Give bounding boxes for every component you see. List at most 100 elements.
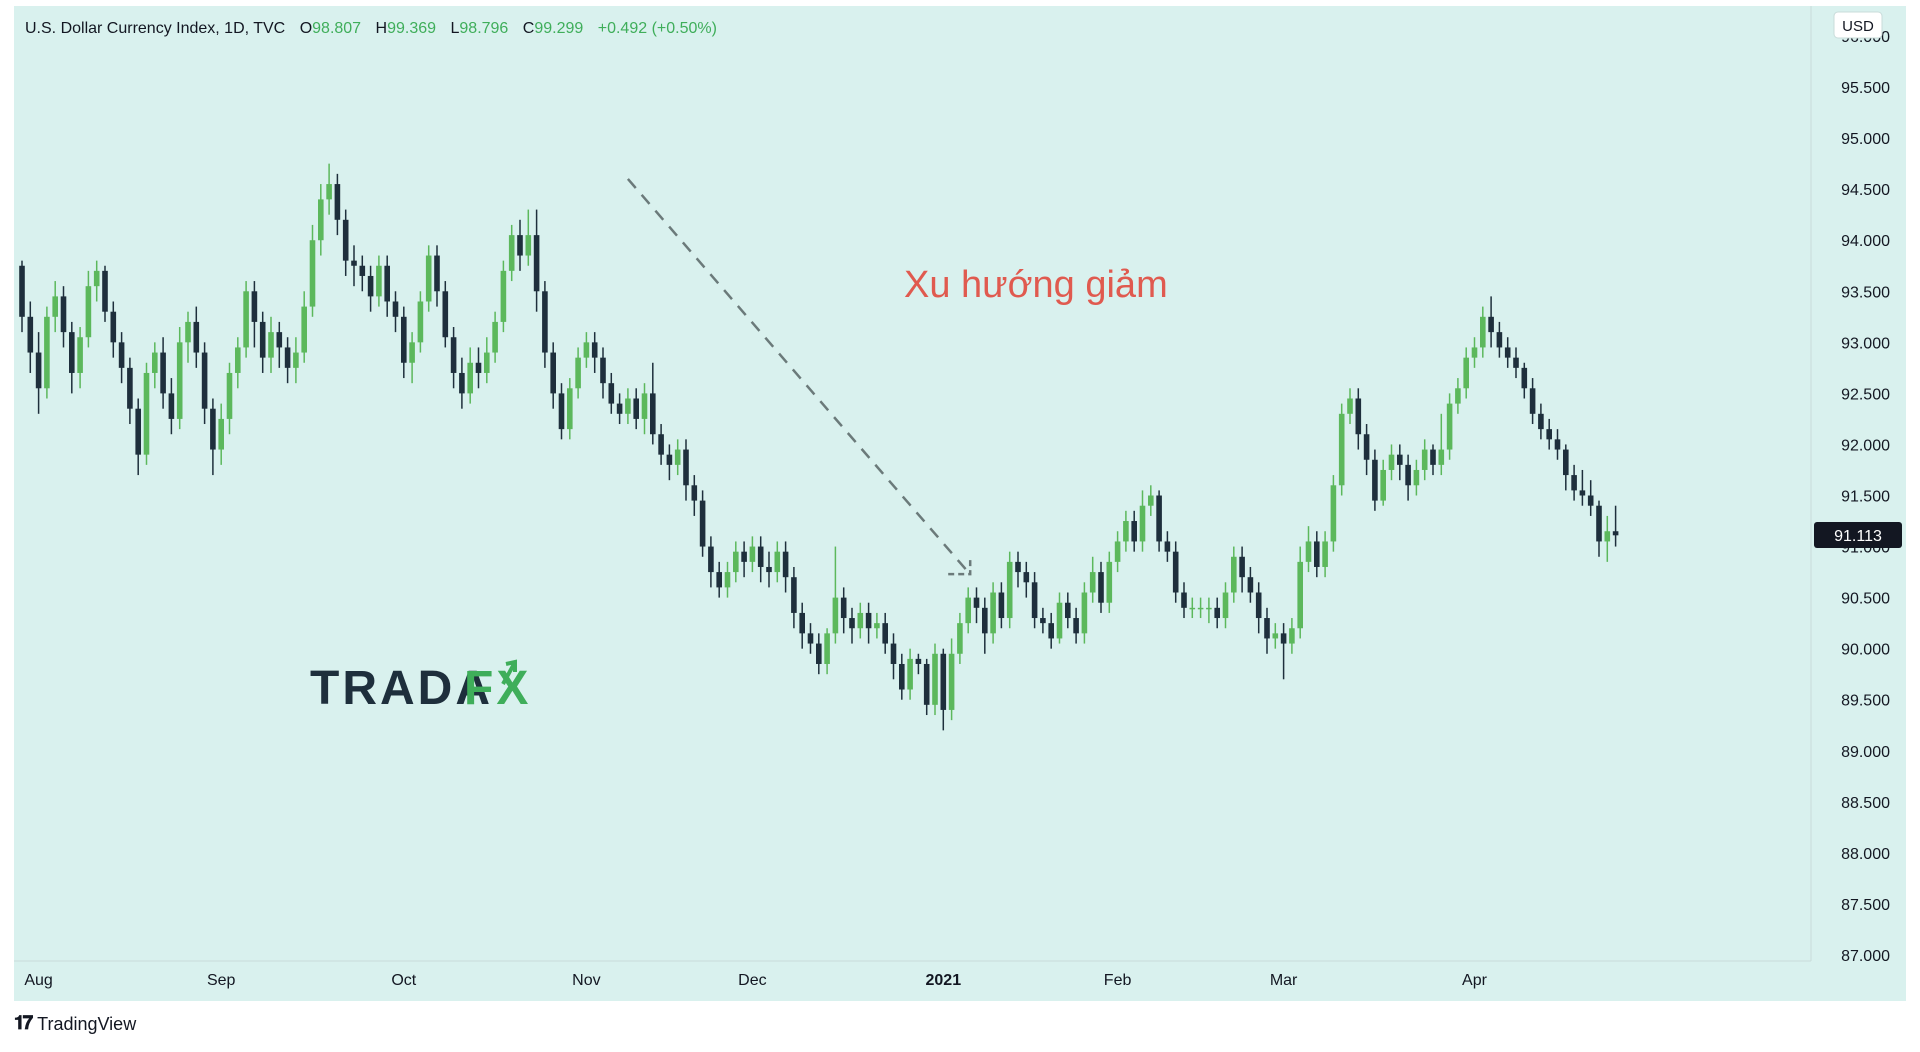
- candle: [840, 587, 847, 634]
- candle-body: [1338, 413, 1345, 486]
- currency-label: USD: [1842, 18, 1874, 35]
- candle-body: [1164, 541, 1171, 552]
- candle: [1347, 388, 1353, 425]
- candle: [118, 332, 125, 384]
- y-tick-label: 94.500: [1841, 182, 1890, 199]
- candle: [1164, 531, 1171, 562]
- candle-body: [733, 551, 739, 573]
- candle: [533, 209, 540, 312]
- y-tick-label: 88.000: [1841, 846, 1890, 863]
- candle-body: [401, 316, 407, 363]
- candle: [616, 393, 623, 425]
- candle: [1338, 403, 1345, 496]
- candle-body: [259, 321, 266, 358]
- candle: [210, 398, 216, 476]
- candle-body: [409, 342, 415, 363]
- candle-body: [608, 383, 615, 404]
- candle-body: [1048, 623, 1054, 639]
- candle: [1413, 459, 1420, 496]
- candle-body: [210, 408, 216, 450]
- y-tick-label: 89.000: [1841, 744, 1890, 761]
- candle: [832, 546, 839, 644]
- x-tick-label: Oct: [391, 972, 416, 989]
- candle: [1521, 362, 1528, 399]
- tradingview-footer[interactable]: 𝟏𝟕 TradingView: [14, 1013, 136, 1035]
- candle: [484, 337, 490, 384]
- candle: [143, 362, 150, 465]
- candle-body: [766, 566, 772, 573]
- candle: [392, 291, 399, 333]
- x-tick-label: Dec: [738, 972, 766, 989]
- candle-body: [1513, 357, 1519, 368]
- candle: [849, 607, 855, 644]
- candle: [201, 342, 208, 425]
- candle-body: [309, 240, 316, 307]
- candle-body: [467, 362, 473, 394]
- candle-body: [293, 352, 299, 368]
- candle-body: [865, 612, 872, 629]
- candle: [1172, 541, 1179, 603]
- candle-body: [276, 332, 283, 348]
- candle: [1131, 510, 1137, 552]
- candle: [1065, 592, 1071, 629]
- candle-body: [923, 663, 930, 705]
- candle: [1231, 546, 1237, 603]
- candle: [1148, 485, 1154, 516]
- candle-body: [940, 653, 947, 710]
- candle-body: [1579, 490, 1586, 496]
- candle-body: [251, 291, 258, 322]
- candle-body: [1247, 577, 1254, 593]
- candle: [1554, 429, 1561, 460]
- candle: [816, 633, 822, 675]
- candle-body: [907, 658, 913, 690]
- candle-body: [575, 357, 581, 389]
- candle-body: [1355, 398, 1362, 435]
- candle: [1388, 444, 1395, 481]
- candle-body: [1214, 607, 1220, 619]
- candle: [666, 444, 673, 481]
- candle: [376, 255, 382, 307]
- y-tick-label: 95.000: [1841, 131, 1890, 148]
- candle-body: [1438, 449, 1445, 465]
- candle-body: [1114, 541, 1121, 562]
- candle-body: [19, 265, 25, 317]
- currency-badge[interactable]: USD: [1833, 11, 1883, 39]
- candle: [932, 643, 938, 716]
- change-value: +0.492 (+0.50%): [598, 20, 717, 37]
- candle-body: [185, 321, 191, 343]
- candle: [425, 245, 432, 312]
- candle-body: [52, 296, 58, 317]
- candle: [699, 490, 706, 557]
- candle-body: [1596, 505, 1602, 542]
- candle-body: [35, 352, 42, 389]
- candle: [442, 281, 449, 348]
- header-legend: U.S. Dollar Currency Index, 1D, TVC O98.…: [25, 20, 717, 37]
- candle: [500, 260, 507, 333]
- candle: [1355, 388, 1362, 450]
- candle: [342, 209, 349, 276]
- candle-body: [85, 286, 92, 338]
- current-price-tag: 91.113: [1814, 522, 1902, 549]
- candle: [1579, 469, 1586, 506]
- candle-body: [143, 372, 150, 455]
- candle-body: [1604, 531, 1611, 542]
- candle-body: [990, 592, 996, 634]
- candle-body: [1098, 572, 1104, 603]
- candle: [641, 383, 648, 435]
- candle: [1504, 337, 1511, 368]
- candle: [973, 587, 980, 624]
- candle: [1488, 296, 1494, 348]
- candle-body: [1231, 556, 1237, 593]
- candle: [1056, 592, 1063, 644]
- candle: [1247, 566, 1254, 603]
- candle-body: [1314, 541, 1320, 567]
- candle-body: [1413, 469, 1420, 486]
- candle-body: [1106, 561, 1113, 603]
- x-tick-label: Mar: [1270, 972, 1298, 989]
- candle: [1397, 444, 1403, 481]
- candle-body: [691, 485, 698, 501]
- candle-body: [1538, 413, 1544, 430]
- candle: [135, 398, 141, 476]
- candle: [1463, 347, 1469, 399]
- x-tick-label: Nov: [572, 972, 600, 989]
